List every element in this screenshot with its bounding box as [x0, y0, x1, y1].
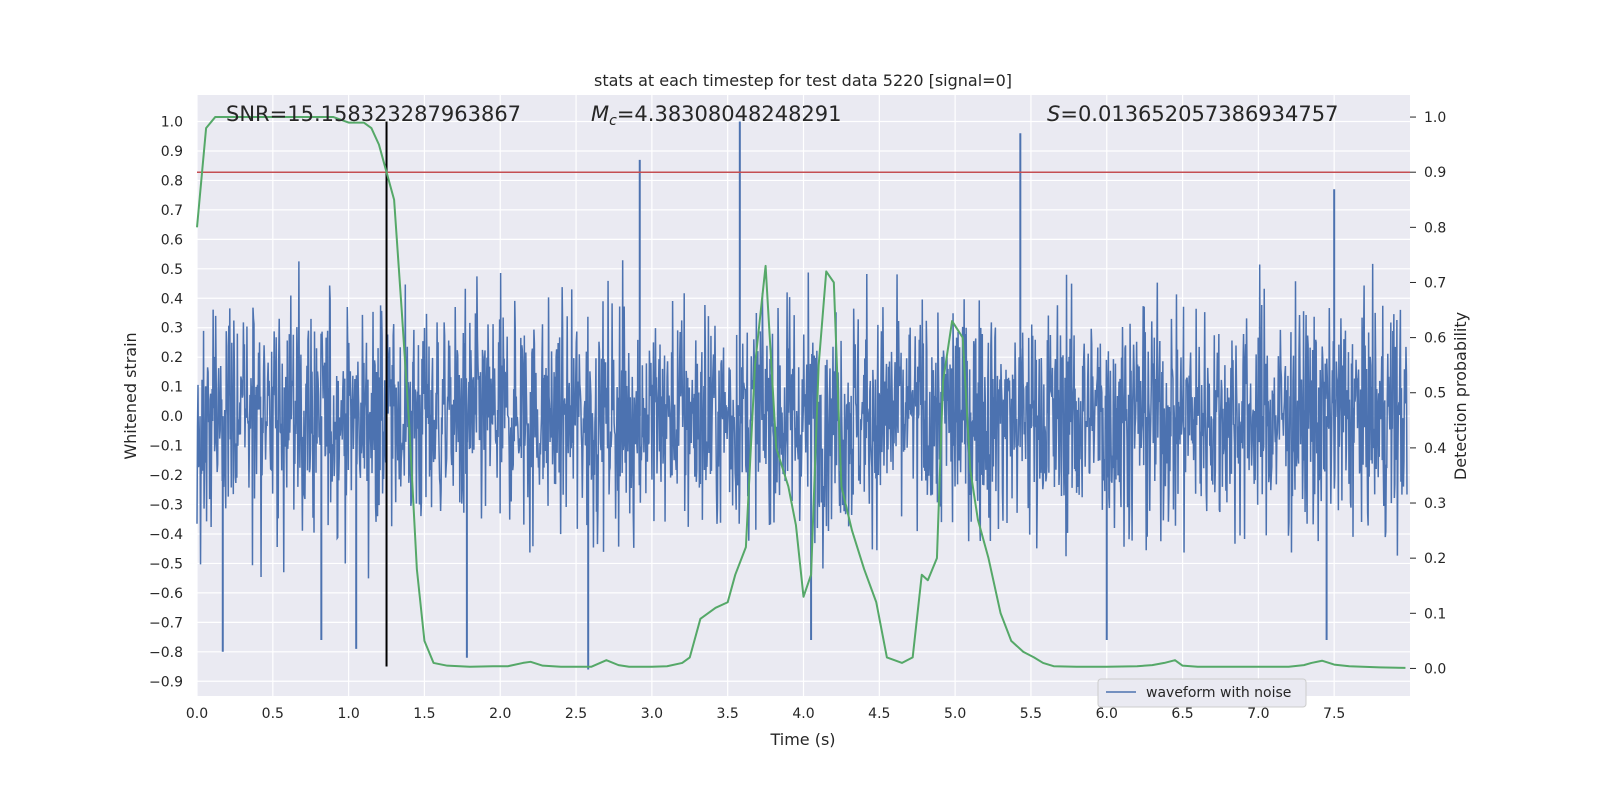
- y-left-tick-label: 0.0: [161, 409, 183, 425]
- legend-box: [1097, 678, 1307, 708]
- chirp-mass-subscript: c: [609, 113, 617, 129]
- y-left-tick-label: 0.8: [161, 173, 183, 189]
- x-tick-label: 4.0: [792, 706, 814, 722]
- y-left-tick-label: 0.4: [161, 291, 183, 307]
- x-tick-label: 2.5: [565, 706, 587, 722]
- y-axis-label-right: Detection probability: [1451, 312, 1470, 480]
- y-right-tick-label: 0.2: [1424, 551, 1446, 567]
- y-left-tick-label: −0.5: [149, 556, 183, 572]
- snr-annotation: SNR=15.158323287963867: [226, 102, 521, 126]
- legend-label: waveform with noise: [1146, 685, 1291, 701]
- x-tick-label: 1.5: [413, 706, 435, 722]
- chart-title: stats at each timestep for test data 522…: [594, 71, 1012, 90]
- y-left-tick-label: −0.1: [149, 439, 183, 455]
- y-left-tick-label: 1.0: [161, 115, 183, 131]
- y-left-tick-label: −0.3: [149, 498, 183, 514]
- y-left-tick-label: 0.3: [161, 321, 183, 337]
- y-axis-label-left: Whitened strain: [121, 332, 140, 459]
- x-tick-label: 3.5: [717, 706, 739, 722]
- y-right-tick-label: 0.8: [1424, 220, 1446, 236]
- y-right-tick-label: 0.1: [1424, 606, 1446, 622]
- x-tick-label: 0.5: [262, 706, 284, 722]
- chirp-mass-value: =4.38308048248291: [617, 102, 842, 126]
- x-tick-label: 4.5: [868, 706, 890, 722]
- y-left-tick-label: 0.5: [161, 262, 183, 278]
- s-symbol: S: [1047, 102, 1060, 126]
- y-right-tick-label: 0.3: [1424, 496, 1446, 512]
- y-left-tick-label: −0.9: [149, 674, 183, 690]
- x-tick-label: 7.5: [1323, 706, 1345, 722]
- y-left-tick-label: −0.7: [149, 615, 183, 631]
- reference-lines: [197, 121, 1410, 667]
- y-right-tick-label: 0.4: [1424, 441, 1446, 457]
- legend: waveform with noise: [1097, 678, 1307, 708]
- y-right-tick-label: 1.0: [1424, 110, 1446, 126]
- waveform-line: [196, 260, 1408, 579]
- y-right-tick-label: 0.9: [1424, 165, 1446, 181]
- x-tick-label: 6.5: [1171, 706, 1193, 722]
- y-left-tick-label: 0.6: [161, 232, 183, 248]
- y-left-tick-label: 0.7: [161, 203, 183, 219]
- x-tick-label: 2.0: [489, 706, 511, 722]
- y-left-tick-label: −0.2: [149, 468, 183, 484]
- x-axis-label: Time (s): [769, 730, 835, 749]
- y-right-tick-label: 0.0: [1424, 661, 1446, 677]
- x-tick-label: 3.0: [641, 706, 663, 722]
- y-left-tick-label: 0.2: [161, 350, 183, 366]
- chirp-mass-annotation: Mc=4.38308048248291: [591, 102, 842, 129]
- detection-probability-line: [196, 116, 1406, 669]
- y-left-tick-label: −0.6: [149, 586, 183, 602]
- y-left-tick-label: −0.8: [149, 645, 183, 661]
- x-tick-label: 7.0: [1247, 706, 1269, 722]
- y-left-tick-label: 0.9: [161, 144, 183, 160]
- x-tick-label: 0.0: [186, 706, 208, 722]
- waveform-series: [196, 121, 1408, 670]
- axis-ticks: 0.0 0.5 1.0 1.5 2.0 2.5 3.0 3.5 4.0 4.5 5.0 5.5 6.0 6…: [149, 110, 1446, 722]
- s-annotation: S=0.013652057386934757: [1047, 102, 1338, 126]
- y-right-tick-label: 0.7: [1424, 275, 1446, 291]
- x-tick-label: 6.0: [1096, 706, 1118, 722]
- y-right-tick-label: 0.5: [1424, 386, 1446, 402]
- x-tick-label: 5.5: [1020, 706, 1042, 722]
- y-right-tick-label: 0.6: [1424, 331, 1446, 347]
- y-left-tick-label: 0.1: [161, 380, 183, 396]
- detection-probability-series: [196, 116, 1406, 669]
- y-left-tick-label: −0.4: [149, 527, 183, 543]
- x-tick-label: 5.0: [944, 706, 966, 722]
- s-value: =0.013652057386934757: [1060, 102, 1338, 126]
- chirp-mass-symbol: M: [591, 102, 609, 126]
- x-tick-label: 1.0: [337, 706, 359, 722]
